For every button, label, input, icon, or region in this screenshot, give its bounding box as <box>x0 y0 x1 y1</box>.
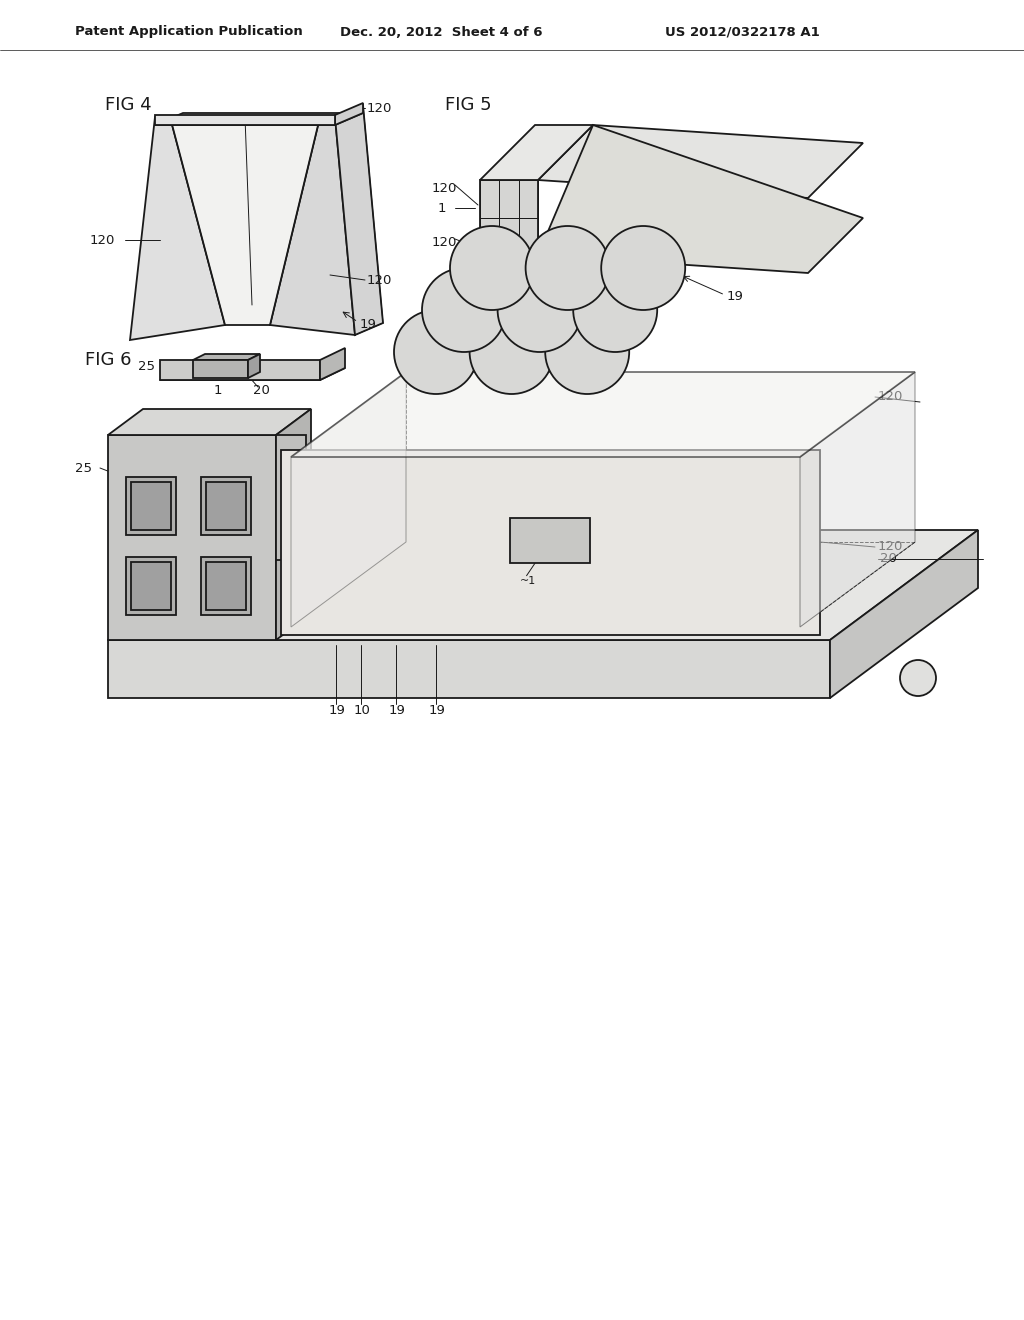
Text: 120: 120 <box>90 234 116 247</box>
Polygon shape <box>131 482 171 531</box>
Polygon shape <box>193 360 248 378</box>
Polygon shape <box>130 117 225 341</box>
Circle shape <box>450 226 534 310</box>
Text: Dec. 20, 2012  Sheet 4 of 6: Dec. 20, 2012 Sheet 4 of 6 <box>340 25 543 38</box>
Polygon shape <box>270 117 355 335</box>
Text: 120: 120 <box>367 102 392 115</box>
Text: 20: 20 <box>253 384 270 396</box>
Text: FIG 4: FIG 4 <box>105 96 152 114</box>
Text: FIG 5: FIG 5 <box>445 96 492 114</box>
Polygon shape <box>276 436 306 560</box>
Polygon shape <box>193 354 260 360</box>
Text: 10: 10 <box>354 705 371 718</box>
Polygon shape <box>206 482 246 531</box>
Text: 25: 25 <box>75 462 92 474</box>
Text: 25: 25 <box>138 360 155 374</box>
Circle shape <box>422 268 506 352</box>
Polygon shape <box>319 348 345 380</box>
Polygon shape <box>830 531 978 698</box>
Polygon shape <box>538 125 863 273</box>
Text: 120: 120 <box>432 181 458 194</box>
Text: 19: 19 <box>329 705 346 718</box>
Polygon shape <box>291 372 915 457</box>
Polygon shape <box>108 640 830 698</box>
Text: 20: 20 <box>880 553 897 565</box>
Text: 1: 1 <box>437 202 446 214</box>
Polygon shape <box>155 114 362 125</box>
Polygon shape <box>108 409 311 436</box>
Text: Patent Application Publication: Patent Application Publication <box>75 25 303 38</box>
Polygon shape <box>206 562 246 610</box>
Polygon shape <box>480 180 538 255</box>
Polygon shape <box>480 125 593 180</box>
Polygon shape <box>291 372 406 627</box>
Polygon shape <box>155 115 335 125</box>
Text: FIG 6: FIG 6 <box>85 351 131 370</box>
Circle shape <box>525 226 609 310</box>
Polygon shape <box>510 517 590 564</box>
Polygon shape <box>281 450 820 635</box>
Text: 120: 120 <box>878 391 903 404</box>
Circle shape <box>900 660 936 696</box>
Polygon shape <box>160 368 345 380</box>
Text: 1: 1 <box>214 384 222 396</box>
Polygon shape <box>160 360 319 380</box>
Polygon shape <box>126 477 176 535</box>
Polygon shape <box>201 557 251 615</box>
Circle shape <box>394 310 478 393</box>
Circle shape <box>498 268 582 352</box>
Text: 1: 1 <box>502 260 510 273</box>
Polygon shape <box>538 125 863 198</box>
Text: 120: 120 <box>432 235 458 248</box>
Polygon shape <box>170 117 319 325</box>
Polygon shape <box>800 372 915 627</box>
Polygon shape <box>201 477 251 535</box>
Text: 19: 19 <box>429 705 445 718</box>
Polygon shape <box>276 409 311 640</box>
Polygon shape <box>108 436 276 640</box>
Polygon shape <box>126 557 176 615</box>
Circle shape <box>601 226 685 310</box>
Text: ~1: ~1 <box>520 576 537 586</box>
Text: US 2012/0322178 A1: US 2012/0322178 A1 <box>665 25 820 38</box>
Polygon shape <box>248 354 260 378</box>
Text: 120: 120 <box>878 540 903 553</box>
Polygon shape <box>108 531 978 640</box>
Polygon shape <box>131 562 171 610</box>
Circle shape <box>545 310 629 393</box>
Circle shape <box>470 310 554 393</box>
Text: 19: 19 <box>360 318 377 331</box>
Polygon shape <box>335 106 383 335</box>
Text: 19: 19 <box>727 290 743 304</box>
Polygon shape <box>335 103 362 125</box>
Circle shape <box>573 268 657 352</box>
Text: 19: 19 <box>389 705 406 718</box>
Text: 120: 120 <box>367 273 392 286</box>
